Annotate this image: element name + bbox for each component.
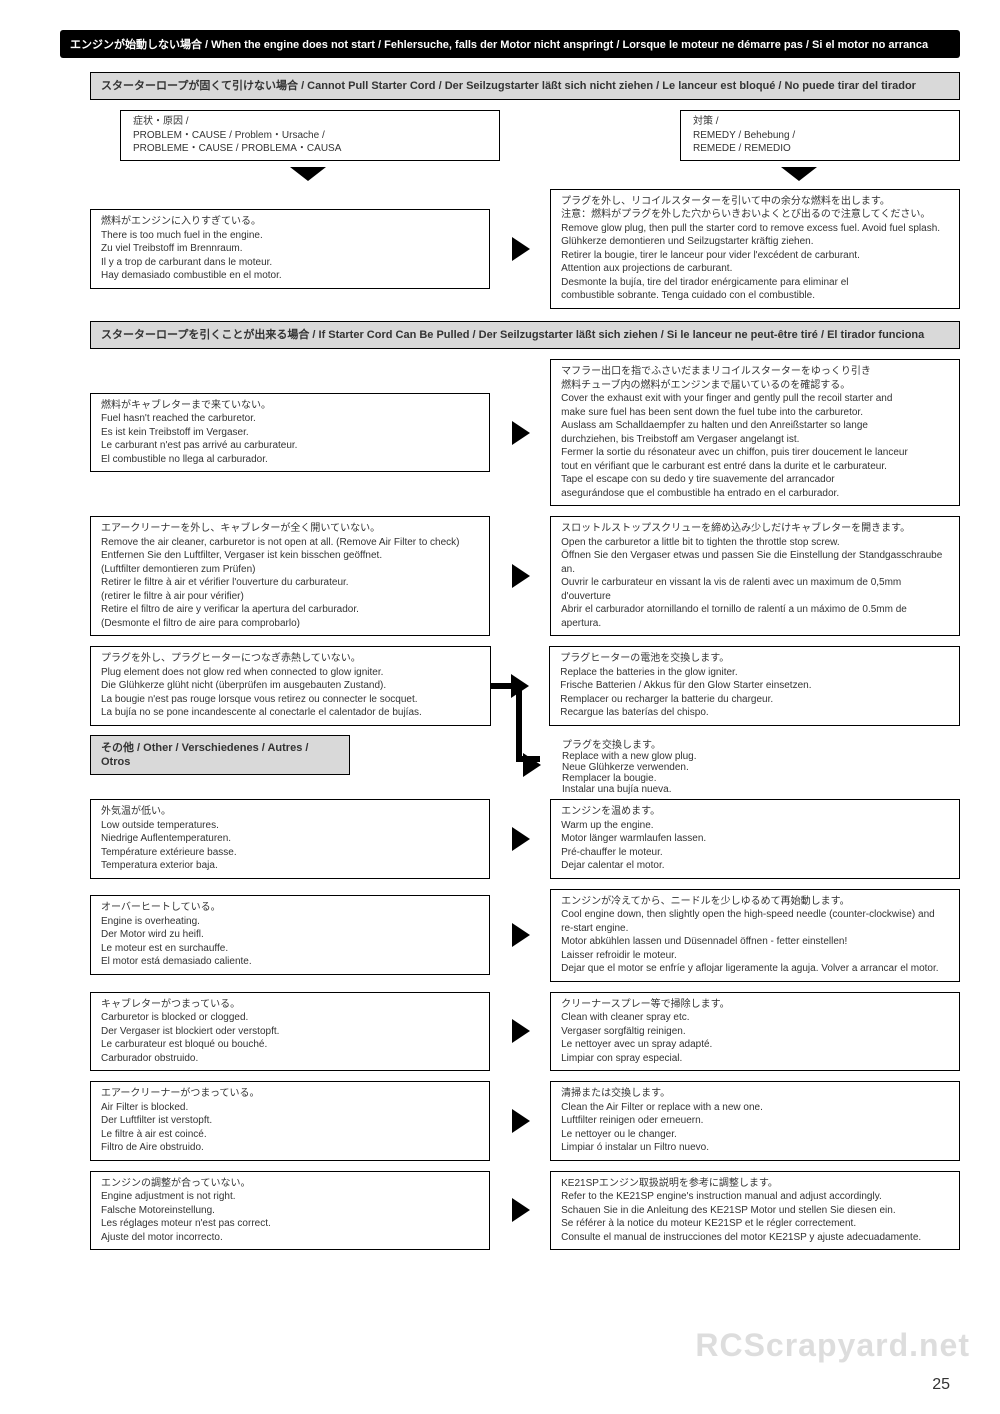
s3-remedy-4: 清掃または交換します。 Clean the Air Filter or repl… — [550, 1081, 960, 1161]
s2-remedy-3a: プラグヒーターの電池を交換します。 Replace the batteries … — [549, 646, 960, 726]
page-title: エンジンが始動しない場合 / When the engine does not … — [70, 39, 928, 51]
problem-label: 症状・原因 / PROBLEM・CAUSE / Problem・Ursache … — [133, 116, 341, 154]
s2-remedy-3b: プラグを交換します。 Replace with a new glow plug.… — [562, 736, 697, 795]
remedy-label-box: 対策 / REMEDY / Behebung / REMEDE / REMEDI… — [680, 110, 960, 161]
s2-problem-1: 燃料がキャブレターまで来ていない。 Fuel hasn't reached th… — [90, 393, 490, 473]
text: 外気温が低い。 Low outside temperatures. Niedri… — [101, 806, 237, 871]
text: 燃料がキャブレターまで来ていない。 Fuel hasn't reached th… — [101, 400, 297, 465]
text: エンジンの調整が合っていない。 Engine adjustment is not… — [101, 1178, 271, 1243]
s3-remedy-3: クリーナースプレー等で掃除します。 Clean with cleaner spr… — [550, 992, 960, 1072]
s2-problem-2: エアークリーナーを外し、キャブレターが全く開いていない。 Remove the … — [90, 516, 490, 636]
s3-problem-2: オーバーヒートしている。 Engine is overheating. Der … — [90, 895, 490, 975]
page-title-bar: エンジンが始動しない場合 / When the engine does not … — [60, 30, 960, 58]
text: キャブレターがつまっている。 Carburetor is blocked or … — [101, 999, 279, 1064]
text: エアークリーナーを外し、キャブレターが全く開いていない。 Remove the … — [101, 523, 460, 629]
s3-problem-1: 外気温が低い。 Low outside temperatures. Niedri… — [90, 799, 490, 879]
s1-remedy-1: プラグを外し、リコイルスターターを引いて中の余分な燃料を出します。 注意：燃料が… — [550, 189, 960, 309]
arrow-right-icon — [523, 753, 541, 777]
s2-remedy-1: マフラー出口を指でふさいだままリコイルスターターをゆっくり引き 燃料チューブ内の… — [550, 359, 960, 506]
text: エアークリーナーがつまっている。 Air Filter is blocked. … — [101, 1088, 260, 1153]
s3-remedy-2: エンジンが冷えてから、ニードルを少しゆるめて再始動します。 Cool engin… — [550, 889, 960, 982]
text: クリーナースプレー等で掃除します。 Clean with cleaner spr… — [561, 999, 730, 1064]
text: オーバーヒートしている。 Engine is overheating. Der … — [101, 902, 252, 967]
s3-problem-4: エアークリーナーがつまっている。 Air Filter is blocked. … — [90, 1081, 490, 1161]
problem-label-box: 症状・原因 / PROBLEM・CAUSE / Problem・Ursache … — [120, 110, 500, 161]
arrow-right-icon — [512, 1019, 530, 1043]
text: プラグを交換します。 Replace with a new glow plug.… — [562, 740, 697, 795]
watermark: RCScrapyard.net — [695, 1327, 970, 1364]
text: エンジンが冷えてから、ニードルを少しゆるめて再始動します。 Cool engin… — [561, 896, 938, 975]
s3-problem-5: エンジンの調整が合っていない。 Engine adjustment is not… — [90, 1171, 490, 1251]
triangle-down-icon — [781, 167, 817, 181]
arrow-right-icon — [512, 564, 530, 588]
arrow-right-icon — [512, 421, 530, 445]
s2-problem-3: プラグを外し、プラグヒーターにつなぎ赤熱していない。 Plug element … — [90, 646, 491, 726]
section2-header: スターターロープを引くことが出来る場合 / If Starter Cord Ca… — [90, 321, 960, 349]
s1-problem-1: 燃料がエンジンに入りすぎている。 There is too much fuel … — [90, 209, 490, 289]
remedy-label: 対策 / REMEDY / Behebung / REMEDE / REMEDI… — [693, 116, 795, 154]
text: 清掃または交換します。 Clean the Air Filter or repl… — [561, 1088, 763, 1153]
text: マフラー出口を指でふさいだままリコイルスターターをゆっくり引き 燃料チューブ内の… — [561, 366, 908, 499]
text: プラグを外し、プラグヒーターにつなぎ赤熱していない。 Plug element … — [101, 653, 422, 718]
arrow-right-icon — [512, 923, 530, 947]
text: プラグヒーターの電池を交換します。 Replace the batteries … — [560, 653, 811, 718]
text: エンジンを温めます。 Warm up the engine. Motor län… — [561, 806, 706, 871]
s3-problem-3: キャブレターがつまっている。 Carburetor is blocked or … — [90, 992, 490, 1072]
s3-remedy-5: KE21SPエンジン取扱説明を参考に調整します。 Refer to the KE… — [550, 1171, 960, 1251]
s3-remedy-1: エンジンを温めます。 Warm up the engine. Motor län… — [550, 799, 960, 879]
triangle-down-icon — [290, 167, 326, 181]
text: プラグを外し、リコイルスターターを引いて中の余分な燃料を出します。 注意：燃料が… — [561, 196, 940, 302]
s2-remedy-2: スロットルストップスクリューを締め込み少しだけキャブレターを開きます。 Open… — [550, 516, 960, 636]
arrow-right-icon — [512, 1109, 530, 1133]
arrow-right-icon — [512, 1198, 530, 1222]
text: KE21SPエンジン取扱説明を参考に調整します。 Refer to the KE… — [561, 1178, 921, 1243]
text: スロットルストップスクリューを締め込み少しだけキャブレターを開きます。 Open… — [561, 523, 942, 629]
page-number: 25 — [932, 1376, 950, 1394]
section2-header-text: スターターロープを引くことが出来る場合 / If Starter Cord Ca… — [101, 329, 924, 341]
arrow-right-icon — [512, 237, 530, 261]
text: 燃料がエンジンに入りすぎている。 There is too much fuel … — [101, 216, 282, 281]
section1-header: スターターロープが固くて引けない場合 / Cannot Pull Starter… — [90, 72, 960, 100]
section1-header-text: スターターロープが固くて引けない場合 / Cannot Pull Starter… — [101, 80, 916, 92]
arrow-right-icon — [512, 827, 530, 851]
